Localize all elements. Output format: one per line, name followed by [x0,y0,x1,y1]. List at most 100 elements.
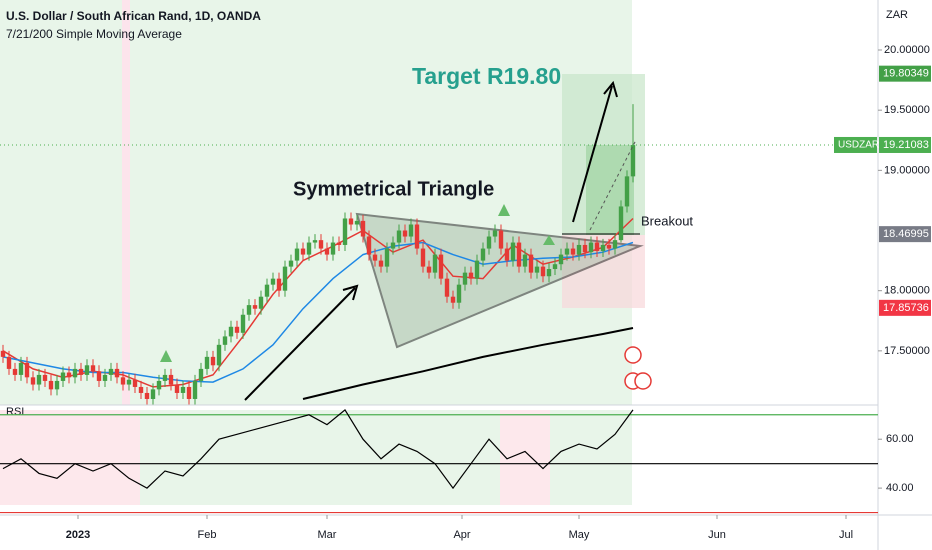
candle-body [582,244,588,253]
price-label: 19.80349 [883,68,929,80]
candle-body [96,371,102,381]
candle-body [336,242,342,245]
candle-body [42,374,48,381]
candle-body [444,278,450,297]
candle-body [168,374,174,385]
price-label-box [879,226,931,243]
x-tick-label: Jul [839,529,853,541]
annotation: Symmetrical Triangle [293,178,494,200]
candle-body [552,264,558,270]
candle-body [600,244,606,251]
price-label-box [879,299,931,316]
candle-body [366,236,372,255]
last-price-label: 19.21083 [883,139,929,151]
candle-body [258,296,264,309]
candle-body [420,248,426,267]
candle-body [588,242,594,253]
signal-marker [498,204,510,216]
candle-body [150,389,156,399]
candle-body [192,380,198,399]
candle-body [48,380,54,390]
candle-body [132,379,138,387]
candle-body [408,224,414,237]
candle-body [534,266,540,273]
last-price-box [879,136,931,153]
candle-body [378,260,384,267]
candle-body [204,356,210,369]
candle-body [462,272,468,285]
candle-body [348,218,354,225]
candle-body [522,254,528,267]
candle-body [546,269,552,277]
candle-body [252,305,258,309]
symbol-box [834,136,877,153]
candle-body [510,242,516,261]
session-strip [122,0,130,405]
candle-body [162,374,168,381]
candle-body [174,384,180,393]
candle-body [618,206,624,241]
y-tick-label: 19.50000 [884,104,930,116]
price-label-box [879,65,931,82]
candle-body [156,380,162,390]
candle-body [18,362,24,375]
candle-body [24,362,30,378]
candle-body [270,278,276,285]
candle-body [606,244,612,249]
candle-body [480,248,486,261]
rsi-line [2,409,634,490]
candle-body [384,248,390,267]
chart-title: U.S. Dollar / South African Rand, 1D, OA… [6,9,261,23]
rsi-tick-label: 60.00 [886,433,914,445]
moving-average [302,327,634,400]
y-tick-label: 18.00000 [884,285,930,297]
candle-body [630,145,636,177]
candle-body [84,365,90,375]
axis-unit: ZAR [886,9,908,21]
arrow-head [342,284,359,301]
price-label: 18.46995 [883,228,929,240]
candle-body [114,368,120,378]
rsi-tick-label: 40.00 [886,482,914,494]
candle-body [612,240,618,249]
annotation: Target R19.80 [412,63,561,89]
candle-body [318,240,324,249]
x-tick-label: Mar [318,529,337,541]
rsi-zone [0,410,140,505]
candle-body [186,386,192,399]
candle-body [414,224,420,249]
candle-body [504,248,510,261]
x-tick-label: Jun [708,529,726,541]
candle-body [138,386,144,393]
candle-body [300,248,306,255]
candle-body [564,248,570,255]
candle-body [540,266,546,277]
candle-body [234,326,240,333]
price-label: 17.85736 [883,302,929,314]
candle-body [36,374,42,385]
candle-body [324,248,330,255]
candle-body [222,336,228,345]
event-icon[interactable] [624,346,642,364]
marks [0,104,636,405]
x-tick-label: Feb [198,529,217,541]
candle-body [210,356,216,366]
candle-body [288,260,294,267]
y-tick-label: 19.00000 [884,164,930,176]
event-icon[interactable] [634,372,652,390]
arrow [244,287,356,401]
candle-body [528,254,534,273]
candle-body [66,372,72,378]
rsi-zone [140,410,632,505]
rsi-title: RSI [6,406,24,418]
candle-body [54,380,60,390]
candle-body [576,244,582,255]
candle-body [558,254,564,265]
candle-body [456,284,462,303]
candle-body [390,242,396,249]
candle-body [498,230,504,249]
candle-body [438,254,444,279]
rsi-zone [500,410,550,505]
dashed-projection [589,139,637,231]
candle-body [396,230,402,243]
